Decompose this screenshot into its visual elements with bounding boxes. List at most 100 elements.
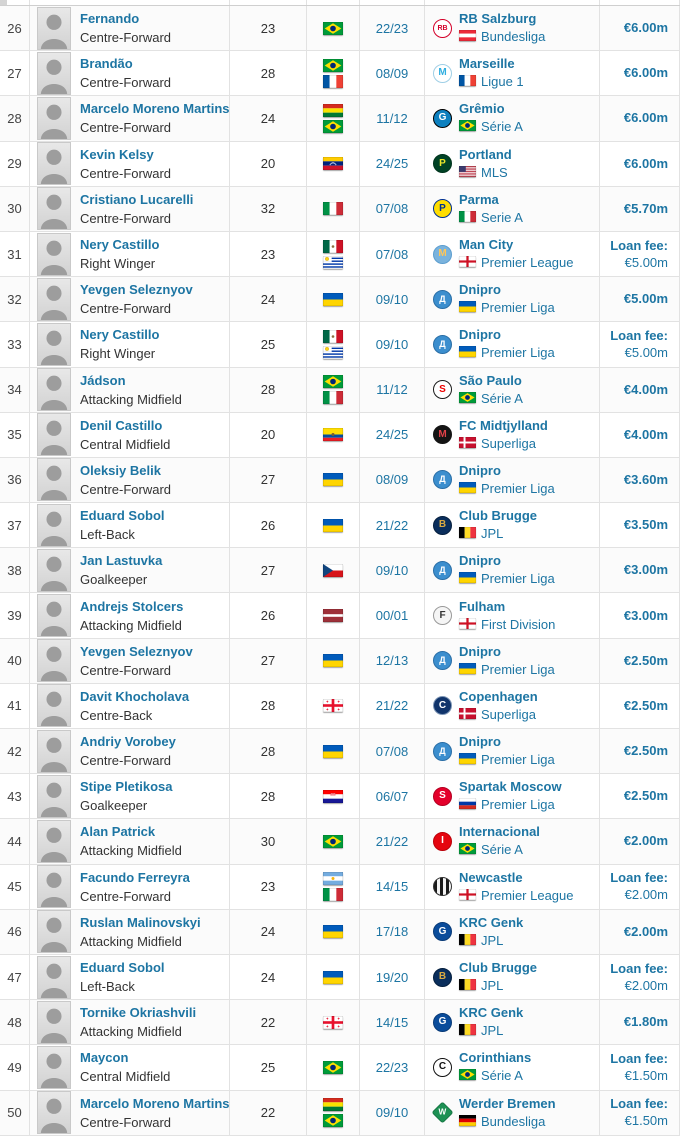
league-name-link[interactable]: Série A [481,842,523,858]
corinthians-badge-icon[interactable]: C [433,1057,452,1077]
player-photo[interactable] [37,819,71,863]
player-photo[interactable] [37,458,71,502]
fee-value[interactable]: €3.00m [623,607,668,623]
player-photo[interactable] [37,1000,71,1044]
player-photo[interactable] [37,865,71,909]
club-name-link[interactable]: Internacional [459,824,540,840]
player-name-link[interactable]: Yevgen Seleznyov [80,643,193,659]
season-link[interactable]: 07/08 [375,201,409,217]
midtjylland-badge-icon[interactable]: M [433,425,452,445]
player-name-link[interactable]: Denil Castillo [80,417,163,433]
league-name-link[interactable]: Premier Liga [481,480,555,496]
league-name-link[interactable]: Premier Liga [481,797,555,813]
dnipro-badge-icon[interactable]: Д [433,560,452,580]
player-name-link[interactable]: Andriy Vorobey [80,734,176,750]
fee-loan-label[interactable]: Loan fee: [610,327,668,343]
player-photo[interactable] [37,729,71,773]
league-name-link[interactable]: JPL [481,932,504,948]
fee-value[interactable]: €2.00m [623,833,668,849]
krc-genk-badge-icon[interactable]: G [433,1012,452,1032]
club-name-link[interactable]: FC Midtjylland [459,417,548,433]
player-name-link[interactable]: Jádson [80,372,126,388]
season-link[interactable]: 08/09 [375,472,409,488]
league-name-link[interactable]: Bundesliga [481,29,546,45]
fee-value[interactable]: €3.50m [623,517,668,533]
season-link[interactable]: 21/22 [375,833,409,849]
club-name-link[interactable]: Dnipro [459,282,501,298]
club-brugge-badge-icon[interactable]: B [433,515,452,535]
player-photo[interactable] [37,96,71,140]
club-name-link[interactable]: Corinthians [459,1050,532,1066]
dnipro-badge-icon[interactable]: Д [433,289,452,309]
fee-loan-label[interactable]: Loan fee: [610,237,668,253]
league-name-link[interactable]: Premier League [481,887,574,903]
player-name-link[interactable]: Davit Khocholava [80,688,190,704]
krc-genk-badge-icon[interactable]: G [433,922,452,942]
club-name-link[interactable]: KRC Genk [459,1005,524,1021]
player-name-link[interactable]: Brandão [80,56,133,72]
club-name-link[interactable]: Fulham [459,598,506,614]
fee-value[interactable]: €1.50m [624,1067,668,1083]
league-name-link[interactable]: Bundesliga [481,1113,546,1129]
season-link[interactable]: 22/23 [375,20,409,36]
fee-value[interactable]: €6.00m [623,155,668,171]
fee-value[interactable]: €2.00m [624,977,668,993]
league-name-link[interactable]: First Division [481,616,556,632]
player-name-link[interactable]: Fernando [80,11,140,27]
season-link[interactable]: 19/20 [375,969,409,985]
club-name-link[interactable]: Dnipro [459,327,501,343]
club-name-link[interactable]: Portland [459,146,512,162]
season-link[interactable]: 24/25 [375,156,409,172]
marseille-badge-icon[interactable]: M [433,63,452,83]
league-name-link[interactable]: Série A [481,1068,523,1084]
season-link[interactable]: 11/12 [376,382,408,398]
player-photo[interactable] [37,322,71,366]
season-link[interactable]: 08/09 [375,65,409,81]
internacional-badge-icon[interactable]: I [433,831,452,851]
club-name-link[interactable]: Newcastle [459,869,523,885]
dnipro-badge-icon[interactable]: Д [433,741,452,761]
player-name-link[interactable]: Nery Castillo [80,237,160,253]
player-photo[interactable] [37,594,71,638]
player-photo[interactable] [37,6,71,50]
portland-badge-icon[interactable]: P [433,154,452,174]
fee-value[interactable]: €2.50m [623,652,668,668]
fee-loan-label[interactable]: Loan fee: [610,1096,668,1112]
season-link[interactable]: 11/12 [376,110,408,126]
league-name-link[interactable]: Premier League [481,255,574,271]
player-name-link[interactable]: Maycon [80,1050,129,1066]
club-name-link[interactable]: Dnipro [459,462,501,478]
league-name-link[interactable]: Serie A [481,209,523,225]
league-name-link[interactable]: Premier Liga [481,571,555,587]
league-name-link[interactable]: Premier Liga [481,661,555,677]
season-link[interactable]: 14/15 [375,879,409,895]
fee-value[interactable]: €5.00m [624,254,668,270]
club-name-link[interactable]: Spartak Moscow [459,779,562,795]
fee-value[interactable]: €1.80m [623,1014,668,1030]
player-name-link[interactable]: Eduard Sobol [80,960,165,976]
league-name-link[interactable]: Superliga [481,435,536,451]
fee-value[interactable]: €2.50m [623,788,668,804]
player-name-link[interactable]: Alan Patrick [80,824,156,840]
player-name-link[interactable]: Ruslan Malinovskyi [80,914,201,930]
player-photo[interactable] [37,910,71,954]
club-name-link[interactable]: Marseille [459,56,515,72]
club-name-link[interactable]: Copenhagen [459,688,538,704]
season-link[interactable]: 00/01 [375,608,409,624]
league-name-link[interactable]: Série A [481,390,523,406]
season-link[interactable]: 09/10 [375,291,409,307]
dnipro-badge-icon[interactable]: Д [433,470,452,490]
league-name-link[interactable]: Premier Liga [481,345,555,361]
club-name-link[interactable]: Man City [459,237,514,253]
player-photo[interactable] [37,277,71,321]
fee-value[interactable]: €2.00m [623,923,668,939]
league-name-link[interactable]: Superliga [481,706,536,722]
fee-loan-label[interactable]: Loan fee: [610,1050,668,1066]
player-photo[interactable] [37,548,71,592]
player-photo[interactable] [37,684,71,728]
season-link[interactable]: 21/22 [375,698,409,714]
fee-value[interactable]: €6.00m [623,110,668,126]
dnipro-badge-icon[interactable]: Д [433,334,452,354]
season-link[interactable]: 24/25 [375,427,409,443]
club-name-link[interactable]: RB Salzburg [459,11,537,27]
